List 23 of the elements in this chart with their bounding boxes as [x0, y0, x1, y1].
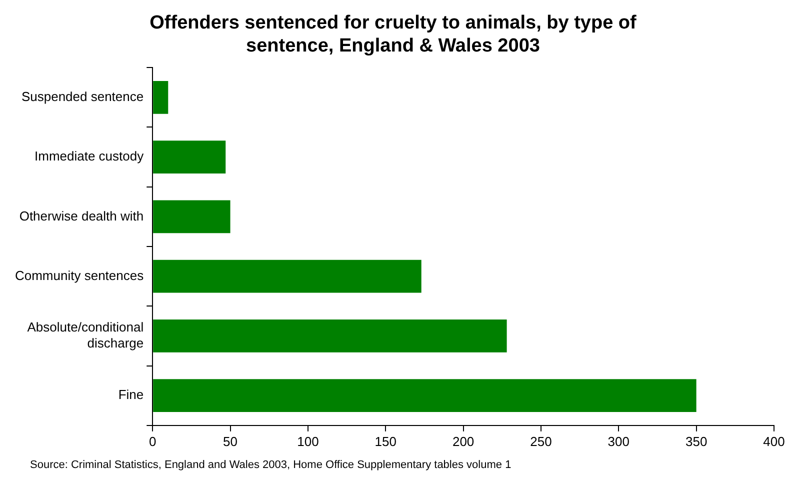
- source-note: Source: Criminal Statistics, England and Wales 2003, Home Office Supplementary tables volume 1: [30, 459, 512, 471]
- y-tick-label: Suspended sentence: [21, 88, 144, 104]
- x-tick-label: 200: [452, 434, 474, 449]
- y-tick-label: Fine: [118, 387, 144, 402]
- bar: [153, 260, 422, 293]
- bar: [153, 140, 226, 174]
- bar: [153, 81, 168, 114]
- y-tick-label: Otherwise dealth with: [19, 208, 144, 224]
- x-tick-label: 100: [297, 434, 319, 449]
- x-tick-label: 400: [763, 434, 785, 449]
- bar: [153, 379, 696, 412]
- bar: [153, 200, 230, 234]
- y-tick-label: Community sentences: [14, 268, 144, 283]
- x-tick-label: 300: [608, 434, 630, 449]
- x-tick-label: 250: [530, 434, 552, 449]
- y-tick-label: Absolute/conditional discharge: [27, 320, 144, 350]
- x-tick-label: 50: [223, 434, 238, 449]
- chart-title: Offenders sentenced for cruelty to animals, by type of sentence, England & Wales 2003: [150, 12, 638, 56]
- y-tick-label: Immediate custody: [34, 148, 144, 164]
- x-tick-label: 350: [685, 434, 708, 449]
- x-tick-label: 0: [148, 434, 156, 449]
- x-tick-label: 150: [374, 434, 396, 449]
- bar: [153, 320, 507, 352]
